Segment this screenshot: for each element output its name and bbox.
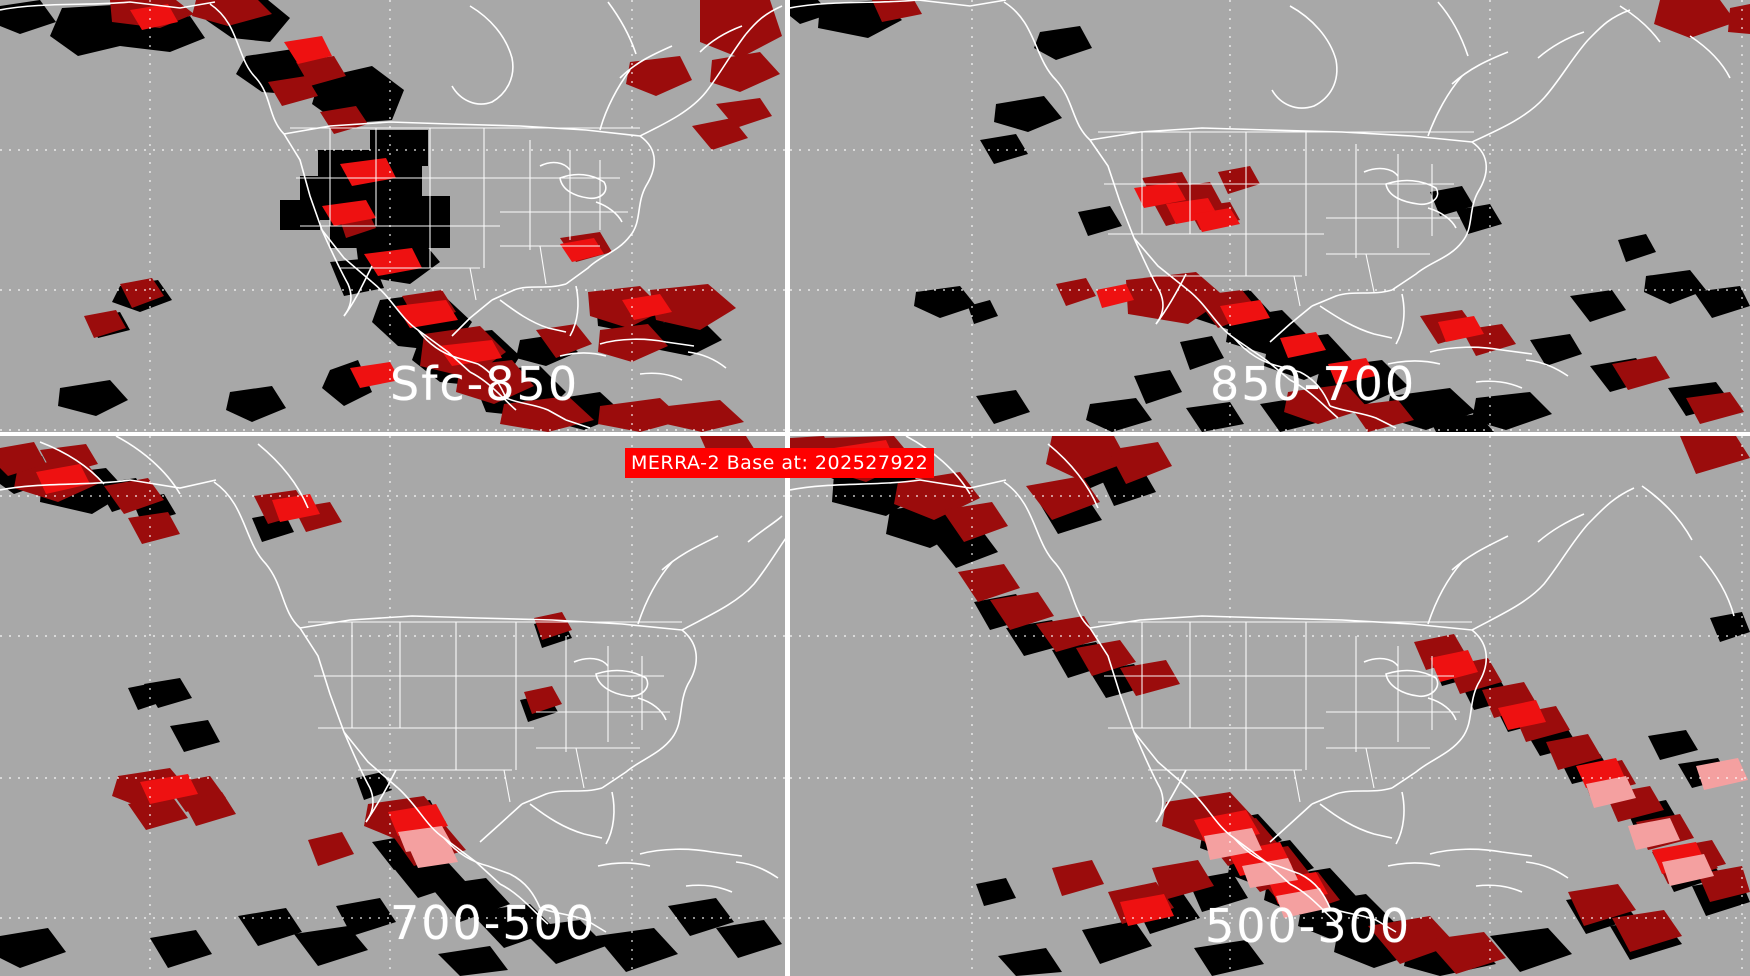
coastline-layer bbox=[0, 1, 783, 429]
panel-divider-horizontal-right bbox=[790, 432, 1750, 436]
state-border-layer bbox=[1098, 621, 1472, 803]
panel-sfc-850[interactable]: Sfc-850 bbox=[0, 0, 785, 432]
graticule-layer bbox=[790, 436, 1750, 976]
coastline-layer bbox=[790, 0, 1731, 429]
state-border-layer bbox=[290, 127, 640, 301]
map-500-300 bbox=[790, 436, 1750, 976]
panel-500-300[interactable]: 500-300 bbox=[790, 436, 1750, 976]
panel-divider-vertical-bottom bbox=[785, 436, 790, 976]
title-banner: MERRA-2 Base at: 202527922 bbox=[625, 448, 935, 478]
pink-data-layer bbox=[398, 826, 458, 868]
graticule-layer bbox=[0, 436, 785, 976]
map-700-500 bbox=[0, 436, 785, 976]
panel-850-700[interactable]: 850-700 bbox=[790, 0, 1750, 432]
pink-data-layer bbox=[1204, 758, 1748, 918]
map-850-700 bbox=[790, 0, 1750, 432]
coastline-layer bbox=[790, 436, 1735, 933]
graticule-layer bbox=[790, 0, 1750, 432]
state-border-layer bbox=[1098, 131, 1474, 307]
panel-divider-center bbox=[785, 432, 790, 436]
graticule-layer bbox=[0, 0, 785, 432]
map-sfc-850 bbox=[0, 0, 785, 432]
panel-divider-horizontal-left bbox=[0, 432, 785, 436]
coastline-layer bbox=[0, 436, 785, 933]
panel-700-500[interactable]: 700-500 bbox=[0, 436, 785, 976]
bright-red-data-layer bbox=[130, 4, 672, 388]
state-border-layer bbox=[308, 621, 682, 803]
panel-divider-vertical-top bbox=[785, 0, 790, 432]
